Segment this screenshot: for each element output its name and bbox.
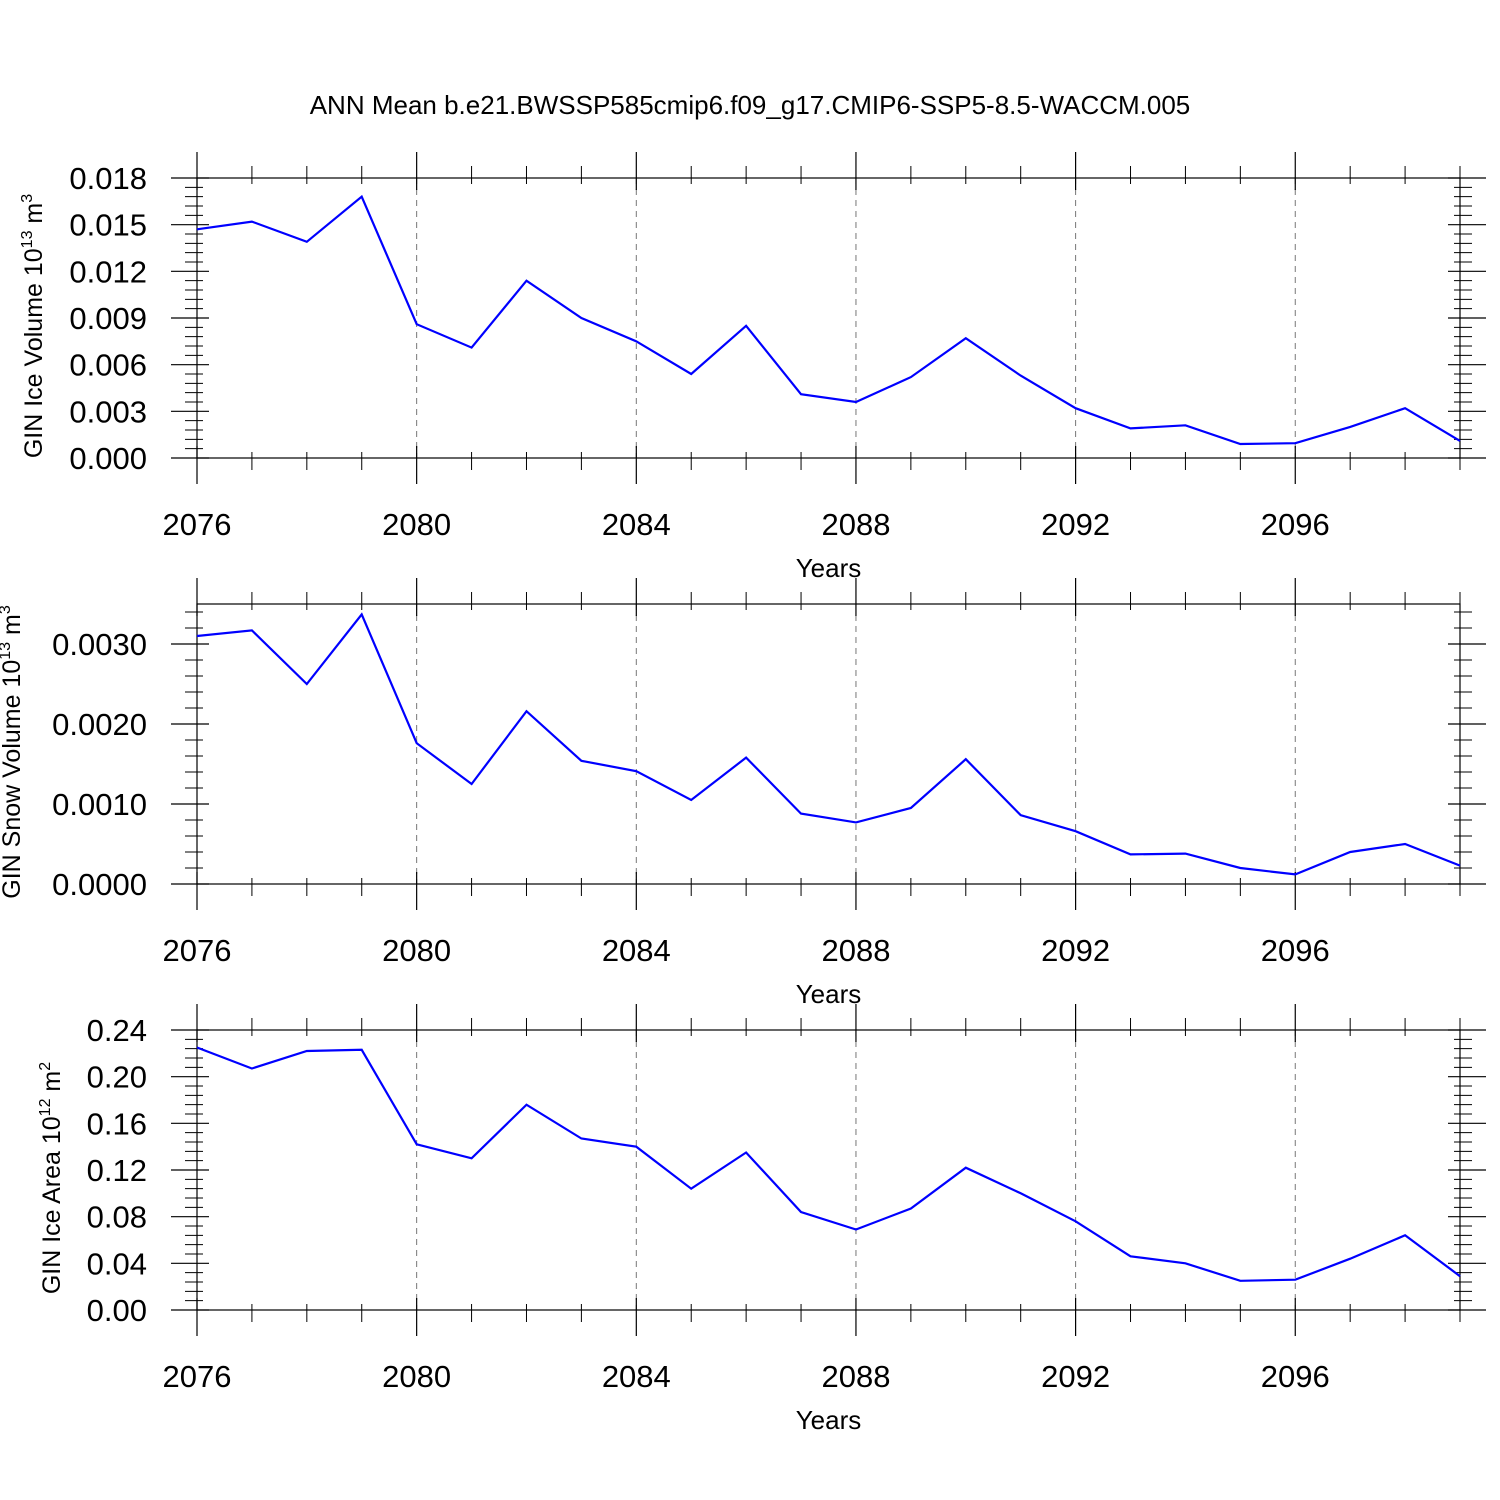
- y-tick-label: 0.000: [69, 441, 147, 476]
- plot-frame: [196, 177, 1461, 459]
- plot-frame: [196, 603, 1461, 885]
- y-tick-label: 0.12: [87, 1153, 147, 1188]
- x-tick-label: 2084: [602, 933, 671, 968]
- x-tick-label: 2076: [163, 1359, 232, 1394]
- x-axis-label: Years: [796, 979, 862, 1009]
- y-tick-label: 0.00: [87, 1293, 147, 1328]
- y-tick-label: 0.0020: [52, 707, 147, 742]
- x-tick-label: 2096: [1261, 933, 1330, 968]
- x-tick-label: 2080: [382, 1359, 451, 1394]
- figure-title: ANN Mean b.e21.BWSSP585cmip6.f09_g17.CMI…: [310, 90, 1191, 120]
- y-tick-label: 0.0010: [52, 787, 147, 822]
- x-tick-label: 2088: [821, 933, 890, 968]
- y-tick-label: 0.018: [69, 161, 147, 196]
- y-axis-label: GIN Ice Area 1012 m2: [37, 1062, 66, 1294]
- x-tick-label: 2092: [1041, 1359, 1110, 1394]
- panel-1: 0.000 0.003 0.006 0.009 0.012 0.015 0.018 2076 2…: [19, 152, 1486, 583]
- series-line: [196, 612, 1461, 876]
- panel-2: 0.0000 0.0010 0.0020 0.0030 2076 2080 2084 2088…: [0, 578, 1486, 1009]
- y-tick-label: 0.16: [87, 1106, 147, 1141]
- x-tick-label: 2084: [602, 507, 671, 542]
- y-axis-label: GIN Snow Volume 1013 m3: [0, 605, 26, 899]
- series-line: [196, 1046, 1461, 1282]
- series-line: [196, 194, 1461, 446]
- x-axis-label: Years: [796, 1405, 862, 1435]
- y-tick-label: 0.015: [69, 208, 147, 243]
- x-tick-label: 2088: [821, 507, 890, 542]
- y-tick-label: 0.006: [69, 348, 147, 383]
- y-tick-label: 0.012: [69, 254, 147, 289]
- y-tick-label: 0.009: [69, 301, 147, 336]
- x-tick-label: 2076: [163, 507, 232, 542]
- plot-frame: [196, 1029, 1461, 1311]
- y-tick-label: 0.20: [87, 1060, 147, 1095]
- x-tick-label: 2084: [602, 1359, 671, 1394]
- y-tick-label: 0.0030: [52, 627, 147, 662]
- y-tick-label: 0.08: [87, 1200, 147, 1235]
- y-tick-label: 0.0000: [52, 867, 147, 902]
- x-tick-label: 2096: [1261, 1359, 1330, 1394]
- x-tick-label: 2096: [1261, 507, 1330, 542]
- x-tick-label: 2092: [1041, 933, 1110, 968]
- x-tick-label: 2080: [382, 507, 451, 542]
- panel-3: 0.00 0.04 0.08 0.12 0.16 0.20 0.24 2076 2080 2084…: [37, 1004, 1486, 1435]
- x-tick-label: 2088: [821, 1359, 890, 1394]
- y-tick-label: 0.24: [87, 1013, 147, 1048]
- x-tick-label: 2092: [1041, 507, 1110, 542]
- y-axis-label: GIN Ice Volume 1013 m3: [19, 194, 48, 458]
- x-tick-label: 2076: [163, 933, 232, 968]
- y-tick-label: 0.04: [87, 1246, 147, 1281]
- x-axis-label: Years: [796, 553, 862, 583]
- y-tick-label: 0.003: [69, 394, 147, 429]
- x-tick-label: 2080: [382, 933, 451, 968]
